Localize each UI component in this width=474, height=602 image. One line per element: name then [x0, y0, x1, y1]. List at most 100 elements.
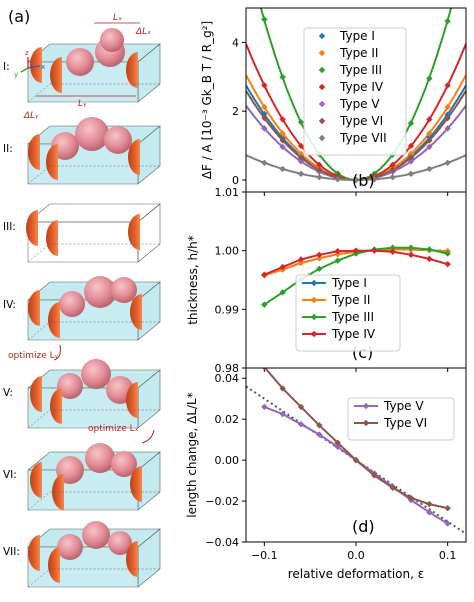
- x-axis-label: relative deformation, ε: [288, 567, 425, 581]
- box-icon: [27, 521, 161, 588]
- plot-area: [246, 368, 466, 535]
- optimize-annotations: optimize Lᵧ optimize Lₓ: [8, 344, 155, 444]
- half-sphere: [126, 52, 138, 88]
- y-tick-label: 4: [232, 36, 239, 49]
- data-point: [316, 431, 323, 438]
- data-point: [426, 75, 433, 82]
- sphere: [104, 126, 132, 154]
- y-tick-label: 0.02: [215, 413, 240, 426]
- data-point: [279, 385, 286, 392]
- y-tick-label: 1.00: [215, 245, 240, 258]
- data-point: [316, 422, 323, 429]
- half-sphere: [48, 547, 60, 583]
- data-point: [407, 494, 415, 502]
- legend-label: Type VI: [339, 114, 383, 128]
- data-point: [261, 16, 268, 23]
- half-sphere: [128, 214, 140, 250]
- data-point: [426, 509, 433, 516]
- data-point: [316, 174, 323, 181]
- half-sphere: [30, 47, 42, 83]
- data-point: [444, 159, 451, 166]
- half-sphere: [46, 144, 58, 180]
- legend-box: [295, 274, 401, 352]
- data-point: [316, 265, 323, 273]
- data-point: [297, 403, 305, 411]
- half-sphere: [126, 541, 138, 577]
- dly-label: ΔLᵧ: [23, 111, 39, 121]
- data-point: [389, 166, 396, 174]
- data-point: [334, 248, 341, 255]
- data-point: [297, 259, 305, 267]
- box-top-face: [27, 203, 161, 223]
- sphere: [85, 443, 115, 473]
- legend-box: [303, 27, 407, 156]
- lx-label: Lₓ: [113, 13, 122, 23]
- half-sphere: [28, 134, 40, 170]
- sphere: [111, 277, 137, 303]
- data-point: [334, 176, 341, 183]
- data-point: [261, 403, 268, 411]
- legend: Type I Type II Type III Type IV Type V Type V…: [303, 27, 407, 156]
- data-point: [389, 161, 396, 169]
- data-point: [261, 114, 268, 122]
- data-point: [279, 137, 286, 144]
- data-point: [426, 165, 433, 173]
- data-point: [262, 368, 267, 371]
- data-point: [352, 456, 360, 464]
- row-label: IV:: [3, 299, 16, 311]
- half-sphere: [130, 294, 142, 330]
- data-point: [407, 244, 415, 251]
- triad-x-label: x: [41, 63, 45, 71]
- legend-label: Type VI: [383, 416, 427, 430]
- legend-label: Type VII: [339, 131, 387, 145]
- y-tick-label: 0.98: [215, 362, 240, 375]
- data-point: [261, 159, 268, 166]
- row-label: I:: [3, 61, 10, 73]
- sphere: [57, 534, 83, 560]
- sphere: [84, 276, 116, 308]
- row-label: III:: [3, 221, 16, 233]
- box-hidden-edge: [27, 568, 160, 588]
- data-point: [279, 289, 286, 296]
- legend-marker: [318, 100, 326, 108]
- data-point: [444, 82, 451, 89]
- data-point: [371, 247, 378, 254]
- row-label: VII:: [3, 546, 20, 558]
- data-point: [279, 143, 286, 151]
- box-icon: [27, 28, 161, 103]
- x-tick-label: −0.1: [251, 549, 278, 562]
- legend-marker: [362, 402, 370, 410]
- sphere: [82, 521, 110, 549]
- data-point: [371, 176, 378, 183]
- legend-marker: [318, 32, 326, 40]
- data-point: [279, 73, 286, 81]
- data-point: [426, 130, 433, 137]
- half-sphere: [48, 302, 60, 338]
- data-point: [279, 165, 286, 173]
- legend-marker: [318, 117, 326, 125]
- data-point: [297, 118, 305, 126]
- half-sphere: [30, 376, 42, 412]
- legend-marker: [310, 313, 318, 321]
- optimize-lx-label: optimize Lₓ: [88, 424, 139, 434]
- panel-letter: (d): [352, 517, 375, 536]
- sphere: [100, 28, 124, 52]
- data-point: [426, 500, 433, 508]
- y-tick-label: −0.04: [205, 536, 239, 549]
- row-label: VI:: [3, 469, 17, 481]
- x-tick-label: 0.0: [347, 549, 365, 562]
- data-point: [444, 114, 451, 122]
- box-hidden-edge: [27, 321, 160, 341]
- triad-y-label: y: [14, 71, 18, 79]
- data-point: [407, 150, 415, 158]
- legend-marker: [310, 279, 318, 287]
- sphere: [66, 48, 94, 76]
- panel-letter-a: (a): [8, 7, 30, 26]
- y-tick-label: 0: [232, 174, 239, 187]
- box-icon: [27, 359, 161, 429]
- data-point: [352, 176, 360, 184]
- data-point: [352, 247, 360, 254]
- data-point: [444, 111, 451, 118]
